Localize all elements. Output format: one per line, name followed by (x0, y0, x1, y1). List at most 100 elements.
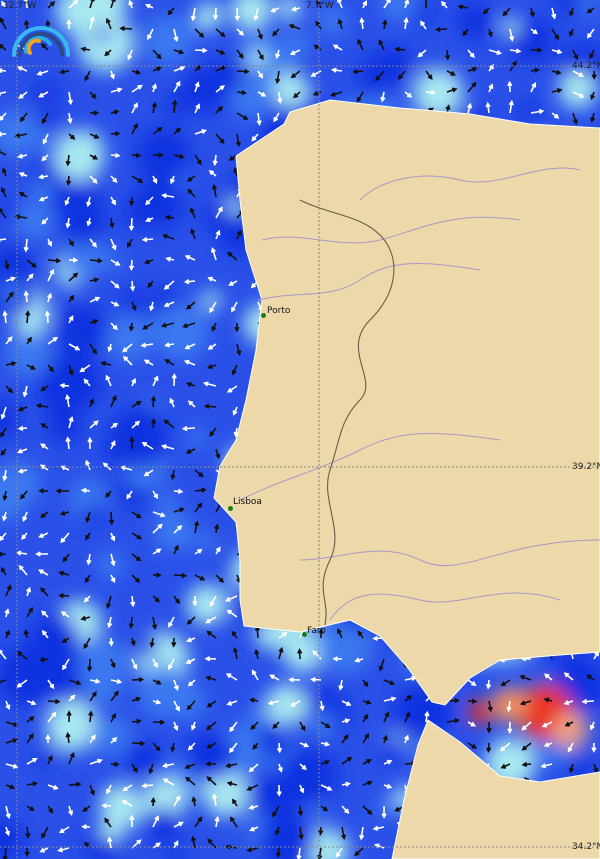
current-arrow (108, 637, 114, 647)
current-arrow (508, 99, 514, 114)
current-arrow (183, 359, 196, 366)
current-arrow (66, 710, 72, 723)
current-arrow (5, 336, 13, 345)
current-arrow (68, 781, 82, 788)
speed-patch (99, 784, 142, 826)
current-arrow (89, 258, 103, 264)
current-arrow (190, 228, 196, 240)
current-arrow (541, 721, 553, 728)
current-arrow (572, 112, 578, 125)
current-arrow (5, 784, 16, 790)
current-arrow (593, 763, 599, 774)
current-arrow (467, 49, 475, 59)
lat-label-north: 44.2°N (572, 61, 600, 71)
current-arrow (0, 131, 7, 137)
speed-patch (186, 584, 228, 625)
current-arrow (26, 805, 35, 812)
current-arrow (173, 127, 182, 135)
current-arrow (38, 196, 49, 202)
current-arrow (5, 738, 19, 744)
current-arrow (251, 669, 259, 681)
current-arrow (173, 821, 184, 828)
current-arrow (341, 734, 349, 744)
current-arrow (131, 574, 141, 583)
current-arrow (127, 49, 133, 61)
current-arrow (521, 761, 532, 768)
speed-patch (380, 0, 418, 22)
current-arrow (341, 718, 351, 724)
current-arrow (164, 359, 175, 366)
current-arrow (231, 301, 238, 313)
current-arrow (0, 91, 7, 96)
current-arrow (225, 762, 238, 769)
high-current-patch (552, 712, 588, 748)
current-arrow (171, 637, 177, 648)
current-arrow (352, 69, 364, 75)
city-label-faro[interactable]: Faro (307, 626, 326, 636)
current-arrow (362, 805, 373, 815)
speed-patch (15, 201, 53, 240)
current-arrow (372, 825, 385, 831)
current-arrow (5, 805, 11, 820)
current-arrow (275, 49, 281, 59)
current-arrow (380, 91, 386, 103)
current-arrow (206, 630, 217, 639)
current-arrow (152, 49, 162, 60)
current-arrow (0, 238, 7, 243)
current-arrow (228, 742, 238, 754)
speed-patch (92, 715, 132, 755)
current-arrow (208, 169, 217, 177)
current-arrow (167, 7, 175, 16)
current-arrow (234, 7, 240, 22)
current-arrow (110, 280, 120, 289)
current-arrow (5, 385, 14, 394)
current-arrow (26, 733, 34, 744)
current-arrow (164, 214, 175, 221)
current-arrow (233, 167, 239, 177)
current-arrow (68, 679, 82, 686)
current-arrow (203, 403, 217, 409)
current-arrow (40, 43, 49, 51)
current-arrow (14, 132, 28, 139)
current-arrow (109, 70, 115, 80)
current-arrow (173, 544, 179, 555)
current-arrow (68, 315, 74, 324)
rivers (239, 167, 600, 621)
current-arrow (1, 167, 7, 177)
current-arrow (383, 696, 397, 702)
city-marker-lisboa[interactable] (228, 506, 233, 511)
current-arrow (249, 697, 259, 703)
current-arrow (362, 713, 369, 723)
city-marker-porto[interactable] (261, 313, 266, 318)
current-arrow (186, 382, 196, 387)
current-arrow (341, 781, 351, 787)
current-arrow (4, 608, 10, 618)
current-arrow (141, 236, 154, 243)
current-arrow (68, 0, 79, 9)
current-arrow (110, 131, 121, 137)
current-arrow (341, 756, 353, 765)
current-arrow (17, 425, 28, 431)
current-arrow (26, 606, 33, 618)
current-arrow (226, 781, 238, 787)
current-arrow (424, 710, 430, 723)
current-arrow (184, 343, 196, 350)
current-arrow (563, 700, 574, 706)
city-label-lisboa[interactable]: Lisboa (233, 497, 262, 507)
current-arrow (207, 838, 217, 849)
current-arrow (173, 721, 179, 732)
current-arrow (89, 15, 95, 30)
current-arrow (47, 268, 55, 282)
city-marker-faro[interactable] (302, 632, 307, 637)
current-arrow (586, 7, 595, 14)
current-arrow (362, 679, 369, 688)
current-arrow (275, 70, 281, 85)
current-arrow (229, 721, 238, 733)
current-arrow (0, 149, 7, 156)
current-arrow (184, 763, 196, 770)
city-label-porto[interactable]: Porto (267, 306, 291, 316)
current-arrow (47, 238, 53, 247)
current-arrow (105, 595, 112, 610)
